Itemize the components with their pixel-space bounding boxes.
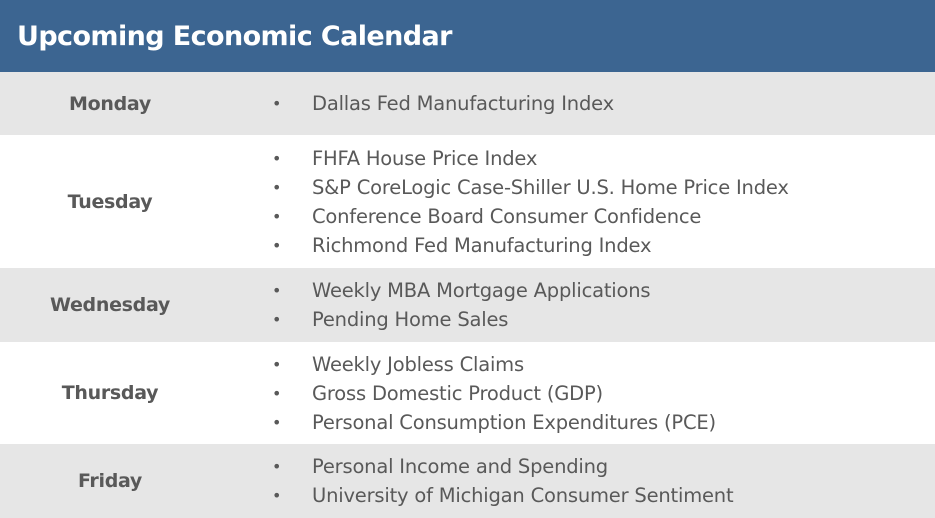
day-label: Thursday [61, 382, 159, 404]
bullet-icon: • [272, 281, 282, 300]
event-list: • FHFA House Price Index • S&P CoreLogic C… [220, 144, 789, 260]
event-item: • Weekly MBA Mortgage Applications [220, 276, 651, 305]
day-label: Wednesday [49, 294, 170, 316]
bullet-icon: • [272, 486, 282, 505]
event-item: • Conference Board Consumer Confidence [220, 202, 789, 231]
bullet-icon: • [272, 354, 282, 374]
event-item: • Pending Home Sales [220, 305, 650, 334]
event-list: • Weekly MBA Mortgage Applications • Pendi… [220, 276, 651, 334]
bullet-icon: • [272, 383, 282, 403]
day-row-monday: Monday • Dallas Fed Manufacturing Index [0, 72, 935, 135]
calendar-title: Upcoming Economic Calendar [17, 20, 452, 52]
event-label: Weekly Jobless Claims [312, 352, 524, 376]
day-row-friday: Friday • Personal Income and Spending • Un… [0, 444, 935, 518]
event-label: Richmond Fed Manufacturing Index [312, 233, 652, 257]
bullet-icon: • [272, 235, 282, 255]
bullet-icon: • [272, 94, 282, 113]
event-label: Weekly MBA Mortgage Applications [312, 279, 651, 302]
bullet-icon: • [272, 148, 282, 168]
day-label: Friday [77, 470, 143, 492]
event-label: Conference Board Consumer Confidence [312, 204, 702, 228]
event-list: • Weekly Jobless Claims • Gross Domestic P… [220, 350, 716, 437]
event-item: • Personal Income and Spending [220, 452, 733, 481]
event-list: • Personal Income and Spending • Universit… [220, 452, 734, 510]
event-item: • Personal Consumption Expenditures (PCE) [220, 408, 716, 437]
event-label: Dallas Fed Manufacturing Index [312, 92, 614, 115]
event-label: FHFA House Price Index [312, 146, 538, 170]
bullet-icon: • [272, 412, 282, 432]
event-label: Gross Domestic Product (GDP) [312, 381, 603, 405]
day-label: Tuesday [67, 190, 153, 213]
day-row-tuesday: Tuesday • FHFA House Price Index • S&P Cor… [0, 135, 935, 268]
bullet-icon: • [272, 457, 282, 476]
event-item: • S&P CoreLogic Case-Shiller U.S. Home Pr… [220, 173, 789, 202]
day-row-wednesday: Wednesday • Weekly MBA Mortgage Applicati… [0, 268, 935, 342]
calendar-header: Upcoming Economic Calendar [0, 0, 935, 72]
event-label: Pending Home Sales [312, 308, 509, 331]
day-row-thursday: Thursday • Weekly Jobless Claims • Gross D… [0, 342, 935, 444]
event-label: S&P CoreLogic Case-Shiller U.S. Home Pri… [312, 175, 789, 199]
day-label: Monday [69, 92, 151, 115]
bullet-icon: • [272, 310, 282, 329]
event-item: • Dallas Fed Manufacturing Index [220, 89, 614, 118]
event-item: • FHFA House Price Index [220, 144, 789, 173]
event-label: University of Michigan Consumer Sentimen… [312, 484, 734, 507]
event-list: • Dallas Fed Manufacturing Index [220, 89, 614, 118]
bullet-icon: • [272, 206, 282, 226]
event-item: • University of Michigan Consumer Sentime… [220, 481, 734, 510]
event-label: Personal Consumption Expenditures (PCE) [312, 410, 716, 434]
bullet-icon: • [272, 177, 282, 197]
event-item: • Gross Domestic Product (GDP) [220, 379, 716, 408]
event-item: • Richmond Fed Manufacturing Index [220, 231, 789, 260]
event-item: • Weekly Jobless Claims [220, 350, 716, 379]
event-label: Personal Income and Spending [312, 455, 608, 478]
